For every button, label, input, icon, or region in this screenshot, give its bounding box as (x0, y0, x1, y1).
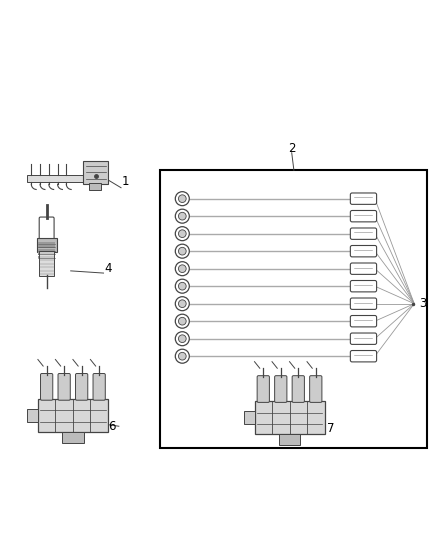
Text: 1: 1 (121, 175, 129, 188)
Circle shape (175, 209, 189, 223)
FancyBboxPatch shape (350, 193, 376, 204)
Circle shape (175, 279, 189, 293)
Circle shape (175, 314, 189, 328)
FancyBboxPatch shape (36, 238, 57, 252)
Bar (254, 401, 324, 434)
FancyBboxPatch shape (350, 333, 376, 344)
FancyBboxPatch shape (350, 246, 376, 257)
FancyBboxPatch shape (257, 376, 269, 402)
Bar (38, 242, 55, 244)
FancyBboxPatch shape (350, 316, 376, 327)
FancyBboxPatch shape (350, 298, 376, 309)
Circle shape (178, 282, 186, 290)
Bar (27, 175, 84, 182)
FancyBboxPatch shape (350, 280, 376, 292)
FancyBboxPatch shape (58, 374, 70, 400)
Circle shape (175, 297, 189, 311)
Text: 3: 3 (418, 297, 426, 310)
Bar (62, 432, 84, 442)
Circle shape (178, 265, 186, 272)
FancyBboxPatch shape (350, 228, 376, 239)
Text: 4: 4 (104, 262, 111, 275)
FancyBboxPatch shape (93, 374, 105, 400)
Bar (38, 253, 55, 255)
Circle shape (178, 195, 186, 203)
Circle shape (175, 262, 189, 276)
Bar (38, 256, 55, 258)
FancyBboxPatch shape (39, 251, 54, 276)
Bar (38, 399, 108, 432)
Circle shape (175, 227, 189, 241)
FancyBboxPatch shape (274, 376, 286, 402)
Circle shape (178, 247, 186, 255)
Circle shape (178, 212, 186, 220)
Circle shape (178, 300, 186, 308)
Bar (243, 411, 254, 424)
Circle shape (178, 230, 186, 238)
Circle shape (178, 335, 186, 343)
Circle shape (178, 317, 186, 325)
Bar (27, 409, 38, 422)
Bar (38, 249, 55, 251)
FancyBboxPatch shape (40, 374, 53, 400)
Circle shape (175, 332, 189, 346)
Text: 6: 6 (108, 419, 116, 433)
Bar (278, 434, 300, 445)
FancyBboxPatch shape (39, 217, 54, 241)
FancyBboxPatch shape (350, 211, 376, 222)
FancyBboxPatch shape (75, 374, 88, 400)
Circle shape (175, 192, 189, 206)
FancyBboxPatch shape (350, 263, 376, 274)
Bar (88, 183, 100, 190)
Text: 2: 2 (287, 142, 295, 155)
Text: 7: 7 (327, 422, 334, 435)
Bar (38, 246, 55, 248)
FancyBboxPatch shape (291, 376, 304, 402)
FancyBboxPatch shape (309, 376, 321, 402)
Circle shape (175, 349, 189, 363)
Circle shape (178, 352, 186, 360)
FancyBboxPatch shape (350, 351, 376, 362)
FancyBboxPatch shape (83, 161, 108, 184)
Bar (160, 170, 426, 448)
Circle shape (175, 244, 189, 258)
